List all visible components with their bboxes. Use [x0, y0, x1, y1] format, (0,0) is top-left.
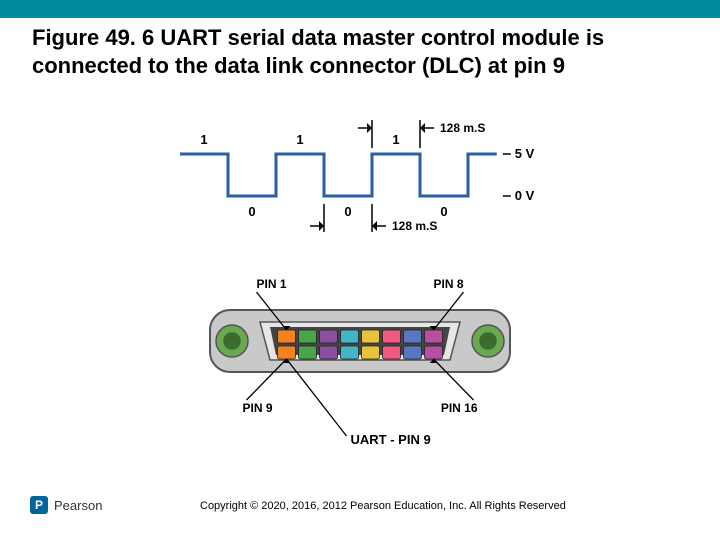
svg-text:0: 0: [248, 204, 255, 219]
figure-title: Figure 49. 6 UART serial data master con…: [32, 24, 688, 79]
logo-letter: P: [35, 498, 43, 512]
svg-text:128 m.S: 128 m.S: [392, 219, 437, 233]
publisher-logo: P Pearson: [30, 496, 102, 514]
svg-text:0: 0: [344, 204, 351, 219]
svg-text:128 m.S: 128 m.S: [440, 121, 485, 135]
svg-text:PIN 1: PIN 1: [257, 277, 287, 291]
figure-diagram: 5 V0 V111000128 m.S128 m.SPIN 1PIN 8PIN …: [150, 100, 570, 460]
pearson-badge-icon: P: [30, 496, 48, 514]
svg-text:PIN 16: PIN 16: [441, 401, 478, 415]
svg-text:PIN 8: PIN 8: [433, 277, 463, 291]
svg-text:5 V: 5 V: [515, 146, 535, 161]
svg-text:PIN 9: PIN 9: [243, 401, 273, 415]
copyright-text: Copyright © 2020, 2016, 2012 Pearson Edu…: [200, 500, 700, 512]
slide-top-bar: [0, 0, 720, 18]
svg-text:0 V: 0 V: [515, 188, 535, 203]
svg-text:1: 1: [296, 132, 303, 147]
logo-brand-text: Pearson: [54, 498, 102, 513]
svg-text:1: 1: [392, 132, 399, 147]
svg-text:1: 1: [200, 132, 207, 147]
svg-text:0: 0: [440, 204, 447, 219]
svg-text:UART - PIN 9: UART - PIN 9: [351, 432, 431, 447]
